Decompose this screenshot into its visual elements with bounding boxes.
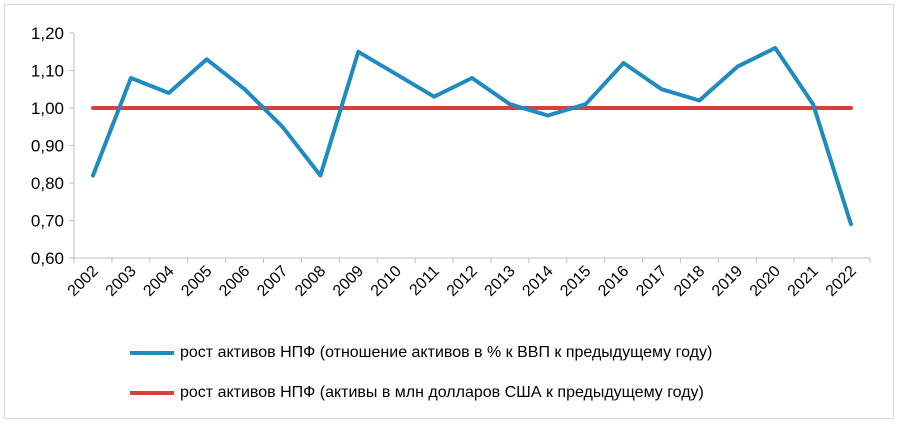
y-tick-label: 1,10 xyxy=(31,62,64,81)
x-tick-label: 2012 xyxy=(444,263,481,300)
x-tick-label: 2019 xyxy=(709,263,746,300)
series-line-1 xyxy=(91,46,853,227)
x-tick-label: 2005 xyxy=(178,263,215,300)
x-tick-label: 2011 xyxy=(407,263,443,299)
x-tick-label: 2015 xyxy=(557,263,594,300)
x-tick-label: 2009 xyxy=(330,263,367,300)
x-tick-label: 2010 xyxy=(368,263,405,300)
x-tick-label: 2003 xyxy=(103,263,140,300)
x-tick-label: 2021 xyxy=(785,263,822,300)
y-tick-label: 1,20 xyxy=(31,24,64,43)
x-tick-label: 2006 xyxy=(216,263,253,300)
legend-entry-1: рост активов НПФ (отношение активов в % … xyxy=(130,342,850,364)
x-tick-label: 2016 xyxy=(595,263,632,300)
series-layer xyxy=(91,46,853,227)
legend-swatch-1 xyxy=(130,351,174,355)
x-tick-label: 2013 xyxy=(482,263,519,300)
x-tick-label: 2007 xyxy=(254,263,291,300)
y-tick-label: 0,90 xyxy=(31,137,64,156)
x-tick-label: 2018 xyxy=(671,263,708,300)
x-tick-label: 2022 xyxy=(823,263,860,300)
legend-label-2: рост активов НПФ (активы в млн долларов … xyxy=(180,384,704,401)
x-tick-label: 2004 xyxy=(140,263,177,300)
y-tick-label: 0,80 xyxy=(31,174,64,193)
y-tick-label: 0,60 xyxy=(31,249,64,268)
legend-swatch-2 xyxy=(130,391,174,395)
y-axis: 0,60 0,70 0,80 0,90 1,00 1,10 1,20 xyxy=(31,24,75,268)
x-tick-label: 2008 xyxy=(292,263,329,300)
x-tick-label: 2017 xyxy=(633,263,670,300)
x-axis: 2002 2003 2004 2005 2006 2007 2008 2009 2010 2011… xyxy=(65,257,871,300)
y-tick-label: 0,70 xyxy=(31,212,64,231)
y-tick-label: 1,00 xyxy=(31,99,64,118)
legend-entry-2: рост активов НПФ (активы в млн долларов … xyxy=(130,382,850,404)
x-tick-label: 2002 xyxy=(65,263,102,300)
chart-frame xyxy=(4,4,894,419)
x-tick-label: 2014 xyxy=(519,263,556,300)
x-tick-label: 2020 xyxy=(747,263,784,300)
legend-label-1: рост активов НПФ (отношение активов в % … xyxy=(180,344,713,361)
